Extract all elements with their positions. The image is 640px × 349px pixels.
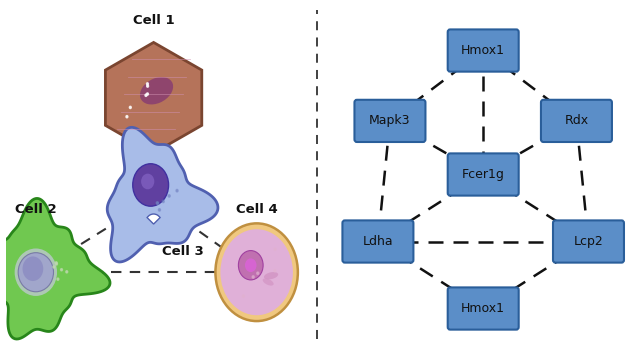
Text: Lcp2: Lcp2 — [573, 235, 604, 248]
Circle shape — [252, 276, 254, 278]
Circle shape — [55, 262, 57, 264]
Circle shape — [129, 106, 131, 109]
Circle shape — [56, 263, 58, 265]
Circle shape — [168, 195, 170, 197]
Circle shape — [274, 248, 276, 251]
Text: Hmox1: Hmox1 — [461, 302, 505, 315]
FancyBboxPatch shape — [541, 100, 612, 142]
FancyBboxPatch shape — [448, 29, 518, 72]
Polygon shape — [108, 127, 218, 262]
Circle shape — [147, 83, 148, 85]
Text: Fcer1g: Fcer1g — [462, 168, 504, 181]
Circle shape — [126, 116, 128, 118]
Circle shape — [132, 164, 168, 206]
Ellipse shape — [262, 279, 274, 285]
Circle shape — [61, 269, 63, 271]
Circle shape — [176, 190, 178, 192]
Ellipse shape — [15, 248, 57, 296]
FancyBboxPatch shape — [355, 100, 426, 142]
Circle shape — [274, 269, 276, 272]
Text: Cell 3: Cell 3 — [162, 245, 204, 258]
Circle shape — [145, 94, 147, 96]
Text: Rdx: Rdx — [564, 114, 589, 127]
Circle shape — [245, 258, 257, 272]
Ellipse shape — [18, 253, 54, 292]
Text: Mapk3: Mapk3 — [369, 114, 411, 127]
Text: Cell 4: Cell 4 — [236, 203, 278, 216]
Circle shape — [147, 85, 148, 87]
Ellipse shape — [264, 272, 278, 280]
FancyBboxPatch shape — [342, 221, 413, 262]
Circle shape — [22, 257, 44, 281]
Circle shape — [53, 266, 55, 268]
Circle shape — [156, 202, 158, 204]
Circle shape — [57, 278, 59, 280]
Circle shape — [238, 251, 263, 280]
FancyBboxPatch shape — [448, 288, 518, 329]
Circle shape — [220, 229, 293, 315]
FancyBboxPatch shape — [553, 221, 624, 262]
Circle shape — [147, 93, 148, 95]
Circle shape — [243, 295, 244, 297]
Text: Ldha: Ldha — [363, 235, 393, 248]
Circle shape — [157, 202, 159, 205]
Text: Hmox1: Hmox1 — [461, 44, 505, 57]
Circle shape — [141, 174, 154, 189]
Circle shape — [66, 271, 68, 273]
Circle shape — [158, 209, 161, 211]
Polygon shape — [106, 43, 202, 153]
Circle shape — [216, 223, 298, 321]
Text: Cell 1: Cell 1 — [132, 14, 175, 28]
FancyBboxPatch shape — [448, 154, 518, 195]
Circle shape — [257, 272, 259, 275]
Circle shape — [162, 200, 164, 203]
Polygon shape — [0, 199, 110, 339]
Ellipse shape — [140, 77, 173, 104]
Text: Cell 2: Cell 2 — [15, 203, 57, 216]
Wedge shape — [147, 214, 160, 224]
